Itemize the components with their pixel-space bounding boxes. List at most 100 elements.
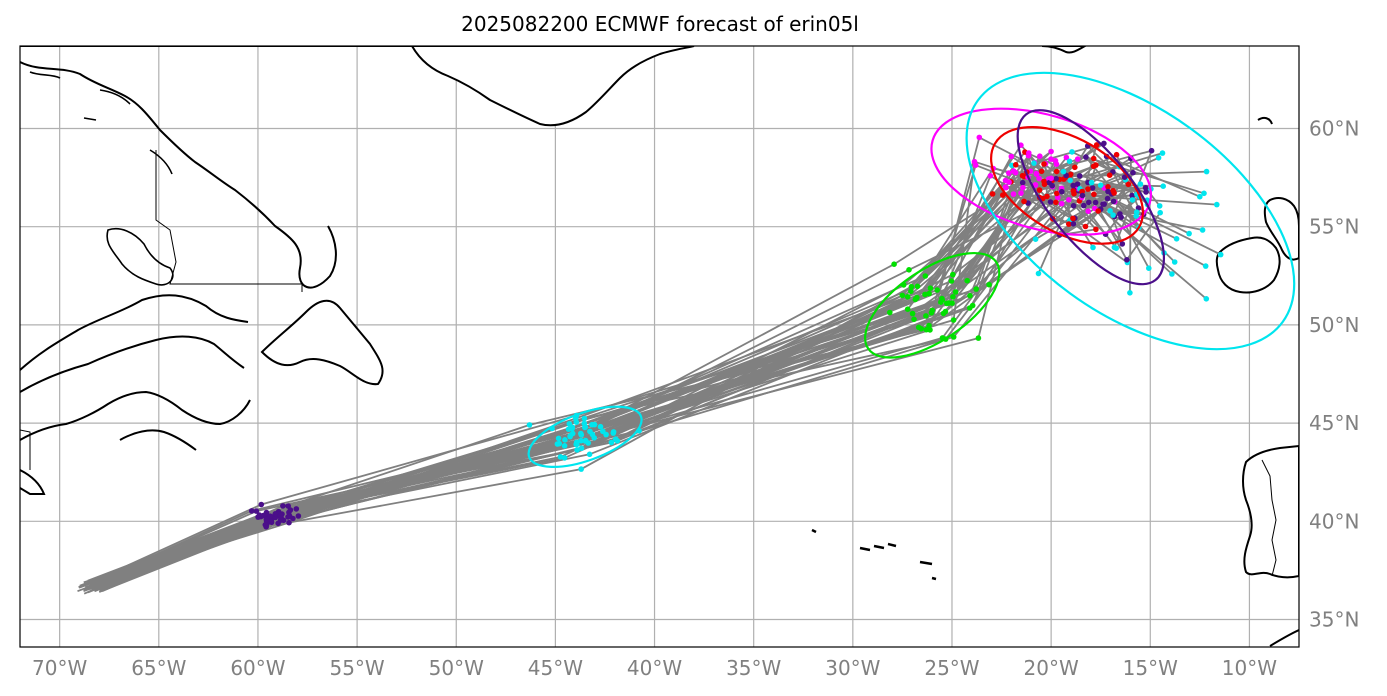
forecast-point: [565, 426, 572, 433]
lon-tick-label: 30°W: [825, 656, 880, 680]
uncertainty-ellipse: [1016, 109, 1166, 286]
forecast-point: [555, 435, 562, 442]
forecast-point: [987, 173, 994, 179]
forecast-point: [1092, 199, 1099, 206]
forecast-point: [1070, 215, 1076, 222]
forecast-point: [1090, 163, 1097, 170]
lon-tick-label: 60°W: [230, 656, 285, 680]
forecast-point: [1002, 177, 1009, 184]
forecast-point: [1105, 184, 1111, 190]
forecast-point: [1089, 185, 1096, 191]
forecast-point: [562, 437, 568, 443]
forecast-point: [926, 322, 932, 329]
forecast-point: [1203, 168, 1210, 175]
map-frame-background: [20, 46, 1299, 647]
forecast-point: [1010, 168, 1017, 174]
map-border: [19, 45, 1300, 648]
forecast-point: [1035, 270, 1042, 277]
forecast-point: [1019, 172, 1026, 179]
forecast-point: [589, 431, 596, 438]
grid-lines: [20, 46, 1299, 647]
coast-hudson-islands: [29, 71, 174, 286]
forecast-point: [1054, 190, 1060, 197]
forecast-point: [1036, 187, 1043, 193]
forecast-point: [557, 454, 564, 460]
forecast-point: [1076, 173, 1083, 179]
lon-tick-label: 25°W: [924, 656, 979, 680]
forecast-point: [1072, 164, 1078, 171]
forecast-point: [1070, 182, 1076, 189]
forecast-point: [286, 513, 293, 519]
forecast-point: [1048, 156, 1054, 162]
border-labrador-quebec: [155, 150, 303, 292]
forecast-point: [600, 428, 606, 435]
forecast-point: [940, 310, 947, 317]
lat-tick-label: 55°N: [1309, 215, 1359, 239]
forecast-point: [1118, 214, 1124, 220]
forecast-point: [934, 287, 940, 293]
forecast-point: [280, 503, 286, 509]
forecast-point: [272, 511, 279, 517]
forecast-point: [1079, 192, 1086, 199]
forecast-point: [1125, 181, 1132, 188]
forecast-point: [1041, 181, 1048, 188]
forecast-point: [263, 516, 270, 523]
forecast-point: [1156, 203, 1163, 209]
forecast-point: [1086, 199, 1092, 206]
forecast-point: [950, 317, 957, 323]
forecast-point: [295, 513, 302, 519]
forecast-point: [262, 522, 269, 528]
forecast-point: [277, 517, 284, 523]
lon-tick-label: 15°W: [1123, 656, 1178, 680]
forecast-point: [1093, 226, 1099, 233]
lat-tick-label: 40°N: [1309, 509, 1359, 533]
forecast-point: [1019, 179, 1026, 186]
forecast-point: [1008, 153, 1015, 160]
forecast-point: [1186, 230, 1192, 237]
forecast-point: [1081, 202, 1087, 209]
forecast-point: [975, 335, 982, 341]
forecast-point: [586, 451, 593, 458]
coast-ireland: [1215, 236, 1281, 294]
forecast-point: [1142, 185, 1149, 191]
forecast-point: [1110, 212, 1116, 218]
forecast-point: [1053, 175, 1059, 182]
forecast-point: [1202, 263, 1209, 269]
coast-azores: [811, 528, 937, 581]
forecast-point: [1070, 221, 1077, 227]
forecast-point: [1059, 188, 1065, 195]
lon-tick-label: 50°W: [429, 656, 484, 680]
forecast-point: [561, 443, 568, 449]
forecast-point: [1135, 205, 1142, 211]
forecast-point: [1066, 158, 1073, 165]
forecast-point: [1048, 175, 1054, 182]
forecast-point: [1070, 203, 1077, 209]
coast-maritimes: [20, 390, 251, 495]
forecast-point: [911, 316, 917, 323]
lon-tick-label: 20°W: [1024, 656, 1079, 680]
forecast-point: [1066, 197, 1072, 203]
forecast-point: [1133, 209, 1140, 215]
lon-tick-label: 40°W: [627, 656, 682, 680]
forecast-point: [556, 440, 562, 447]
ensemble-track: [91, 188, 1161, 590]
forecast-point: [610, 430, 617, 436]
forecast-point: [1155, 155, 1162, 161]
forecast-point: [918, 326, 925, 332]
forecast-point: [1044, 193, 1050, 200]
forecast-point: [566, 421, 573, 427]
forecast-point: [1199, 227, 1206, 233]
uncertainty-ellipse: [527, 405, 643, 468]
forecast-point: [591, 421, 598, 428]
forecast-point: [1129, 192, 1135, 199]
forecast-point: [976, 134, 983, 141]
coast-labrador: [20, 46, 420, 289]
forecast-point: [1159, 150, 1166, 156]
forecast-point: [1006, 170, 1012, 176]
forecast-point: [1002, 184, 1009, 190]
forecast-point: [1090, 244, 1096, 251]
forecast-point: [967, 292, 973, 299]
forecast-point: [939, 297, 946, 304]
forecast-point: [567, 433, 574, 439]
forecast-point: [578, 437, 584, 444]
